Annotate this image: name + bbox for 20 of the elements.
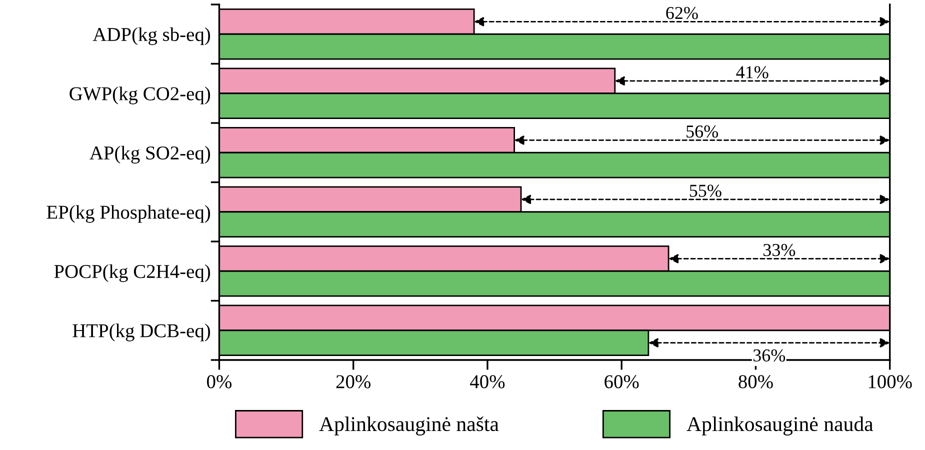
annotation: 56% bbox=[686, 125, 718, 138]
y-tick-label: EP(kg Phosphate-eq) bbox=[46, 205, 210, 223]
x-tick-label: 60% bbox=[604, 375, 639, 388]
legend-label: Aplinkosauginė našta bbox=[319, 416, 499, 436]
annotation: 36% bbox=[753, 349, 786, 362]
x-tick-label: 0% bbox=[207, 375, 232, 388]
y-tick-label: ADP(kg sb-eq) bbox=[92, 27, 210, 46]
annotation: 62% bbox=[666, 6, 698, 20]
annotation: 33% bbox=[764, 244, 796, 256]
x-tick-label: 100% bbox=[868, 375, 912, 388]
annotation: 41% bbox=[736, 66, 768, 78]
y-tick-label: POCP(kg C2H4-eq) bbox=[54, 264, 210, 282]
x-tick-label: 80% bbox=[738, 375, 773, 388]
x-tick-label: 20% bbox=[336, 375, 371, 388]
x-tick-label: 40% bbox=[470, 375, 505, 388]
legend-label: Aplinkosauginė nauda bbox=[686, 416, 874, 436]
y-tick-label: GWP(kg CO2-eq) bbox=[70, 86, 210, 104]
annotation: 55% bbox=[690, 184, 722, 197]
y-tick-label: AP(kg SO2-eq) bbox=[90, 146, 210, 164]
y-tick-label: HTP(kg DCB-eq) bbox=[72, 324, 210, 342]
